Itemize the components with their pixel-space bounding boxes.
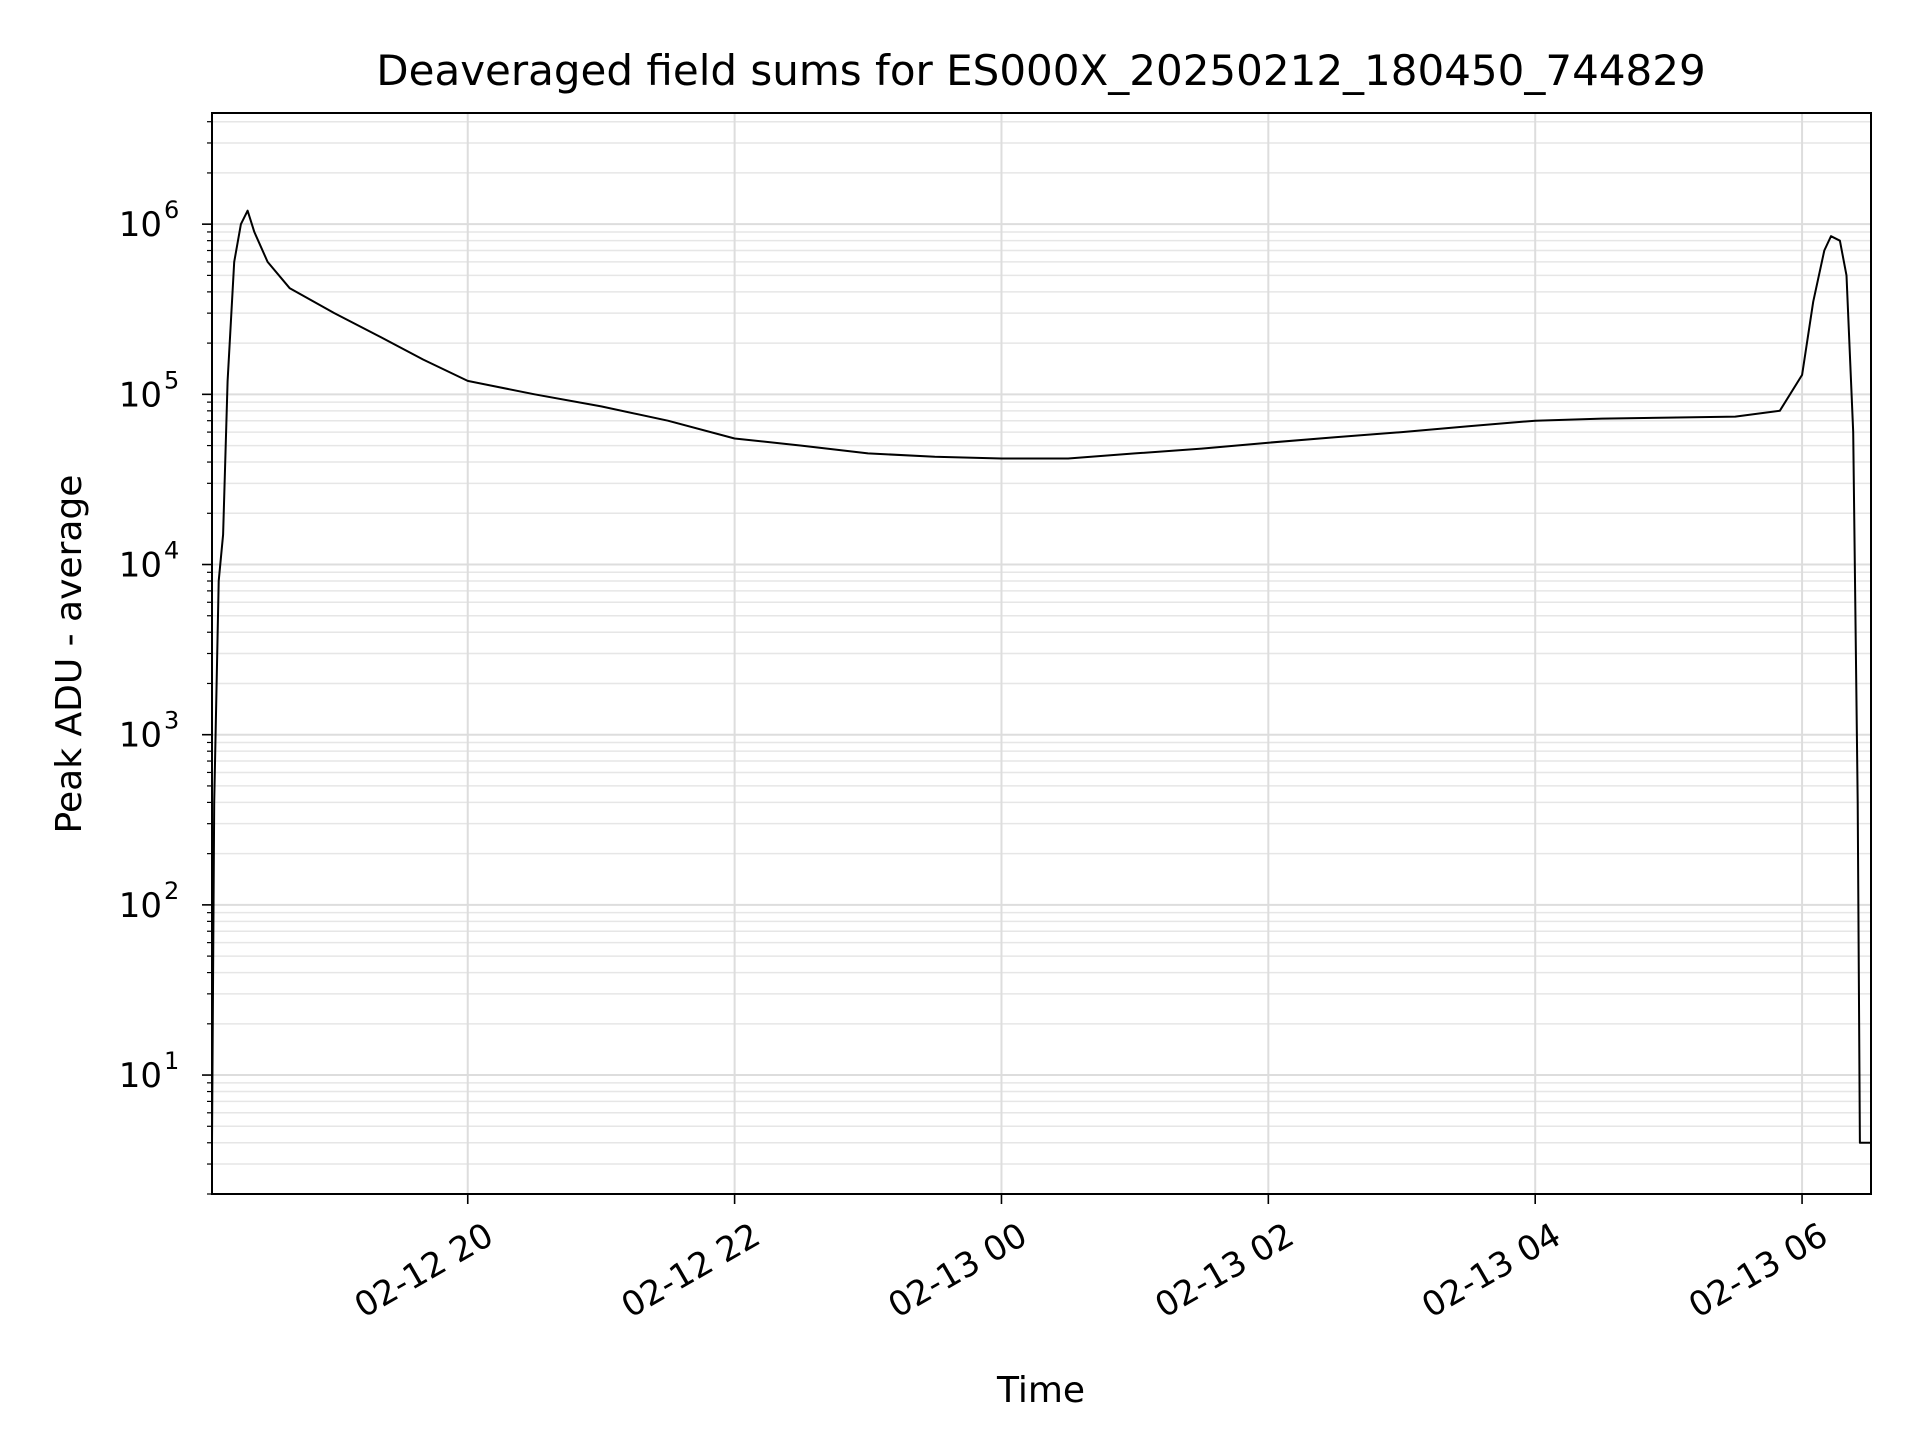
y-tick-exponent: 2 [164,877,179,905]
y-tick-label: 10 [119,1056,162,1096]
chart-title: Deaveraged field sums for ES000X_2025021… [376,46,1705,95]
y-tick-label: 10 [119,546,162,586]
y-tick-exponent: 1 [164,1047,179,1075]
y-tick-label: 10 [119,375,162,415]
series-line [211,209,1871,1144]
y-tick-exponent: 6 [164,196,179,224]
x-axis-label: Time [996,1370,1085,1411]
y-tick-exponent: 5 [164,366,179,394]
y-tick-label: 10 [119,886,162,926]
data-layer [211,209,1871,1144]
y-tick-label: 10 [119,205,162,245]
y-tick-label: 10 [119,716,162,756]
y-tick-exponent: 3 [164,707,179,735]
grid [212,113,1871,1195]
y-tick-exponent: 4 [164,537,179,565]
y-axis-label: Peak ADU - average [49,475,90,834]
